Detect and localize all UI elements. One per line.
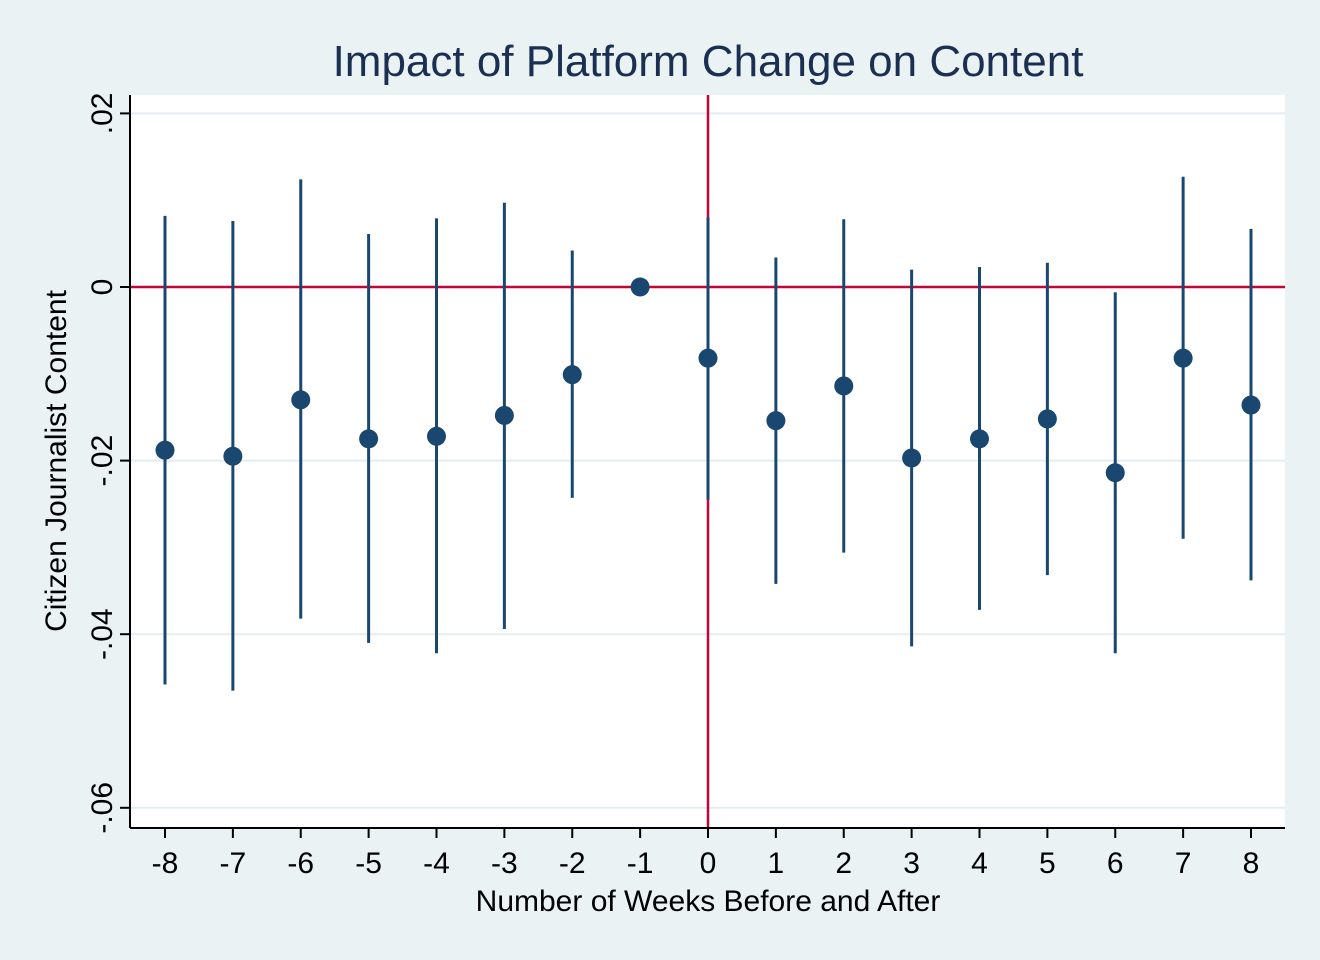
x-tick-label-2: -6 bbox=[287, 847, 314, 880]
x-tick-label-4: -4 bbox=[423, 847, 450, 880]
estimate-point-week--2 bbox=[562, 365, 582, 385]
x-tick-label-1: -7 bbox=[220, 847, 247, 880]
x-tick-label-6: -2 bbox=[559, 847, 586, 880]
estimate-point-week--4 bbox=[427, 426, 446, 446]
x-tick-label-15: 7 bbox=[1175, 847, 1192, 880]
x-tick-label-10: 2 bbox=[835, 847, 852, 880]
estimate-point-week-1 bbox=[766, 411, 786, 431]
estimate-point-week--6 bbox=[291, 390, 311, 410]
y-axis-label: Citizen Journalist Content bbox=[40, 289, 73, 632]
y-tick-label-2: -.02 bbox=[86, 435, 119, 487]
estimate-point-week--7 bbox=[223, 446, 243, 466]
y-tick-label-3: 0 bbox=[86, 279, 119, 296]
x-tick-label-11: 3 bbox=[903, 847, 920, 880]
estimate-point-week-6 bbox=[1105, 463, 1125, 483]
estimate-point-week--5 bbox=[359, 429, 379, 449]
estimate-point-week-4 bbox=[970, 429, 989, 449]
x-tick-label-0: -8 bbox=[152, 847, 179, 880]
estimate-point-week--1 bbox=[630, 277, 650, 297]
x-axis-label: Number of Weeks Before and After bbox=[476, 885, 941, 918]
x-tick-label-5: -3 bbox=[491, 847, 518, 880]
x-tick-label-12: 4 bbox=[971, 847, 988, 880]
chart-title: Impact of Platform Change on Content bbox=[333, 37, 1084, 86]
estimate-point-week-8 bbox=[1241, 395, 1261, 415]
estimate-point-week-0 bbox=[698, 348, 718, 368]
y-tick-label-4: .02 bbox=[86, 93, 119, 135]
x-tick-label-8: 0 bbox=[700, 847, 717, 880]
x-tick-label-3: -5 bbox=[355, 847, 382, 880]
estimate-point-week-7 bbox=[1173, 348, 1193, 368]
estimate-point-week-5 bbox=[1037, 409, 1057, 429]
estimate-point-week--8 bbox=[155, 440, 175, 460]
x-tick-label-16: 8 bbox=[1243, 847, 1260, 880]
y-tick-label-1: -.04 bbox=[86, 608, 119, 660]
y-axis-ticks: -.06 -.04 -.02 0 .02 bbox=[86, 93, 130, 834]
x-tick-label-14: 6 bbox=[1107, 847, 1124, 880]
x-tick-label-7: -1 bbox=[627, 847, 654, 880]
x-tick-label-9: 1 bbox=[768, 847, 785, 880]
estimate-point-week--3 bbox=[494, 405, 514, 425]
y-tick-label-0: -.06 bbox=[86, 782, 119, 834]
estimate-point-week-3 bbox=[902, 448, 922, 468]
estimate-point-week-2 bbox=[834, 376, 854, 396]
x-tick-label-13: 5 bbox=[1039, 847, 1056, 880]
point-estimates bbox=[155, 277, 1261, 483]
x-axis-ticks: -8 -7 -6 -5 -4 -3 -2 -1 0 1 2 3 4 5 6 7 8 bbox=[152, 828, 1260, 880]
